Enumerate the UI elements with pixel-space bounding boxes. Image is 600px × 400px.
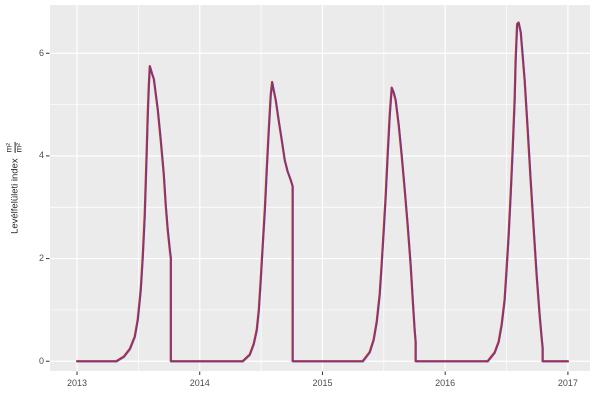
y-tick-label: 6 [38,47,44,58]
x-tick-label: 2013 [66,378,88,388]
y-tick-label: 2 [38,253,44,264]
y-tick-label: 0 [38,355,44,366]
x-tick-label: 2017 [557,378,578,388]
x-tick-label: 2014 [189,378,210,388]
x-tick-label: 2015 [312,378,333,388]
panel-background [50,5,590,371]
y-tick-label: 4 [38,150,44,161]
y-axis-title-text: Levélfelületi index [9,158,21,234]
x-tick-label: 2016 [435,378,456,388]
lai-line-blue [76,22,570,363]
